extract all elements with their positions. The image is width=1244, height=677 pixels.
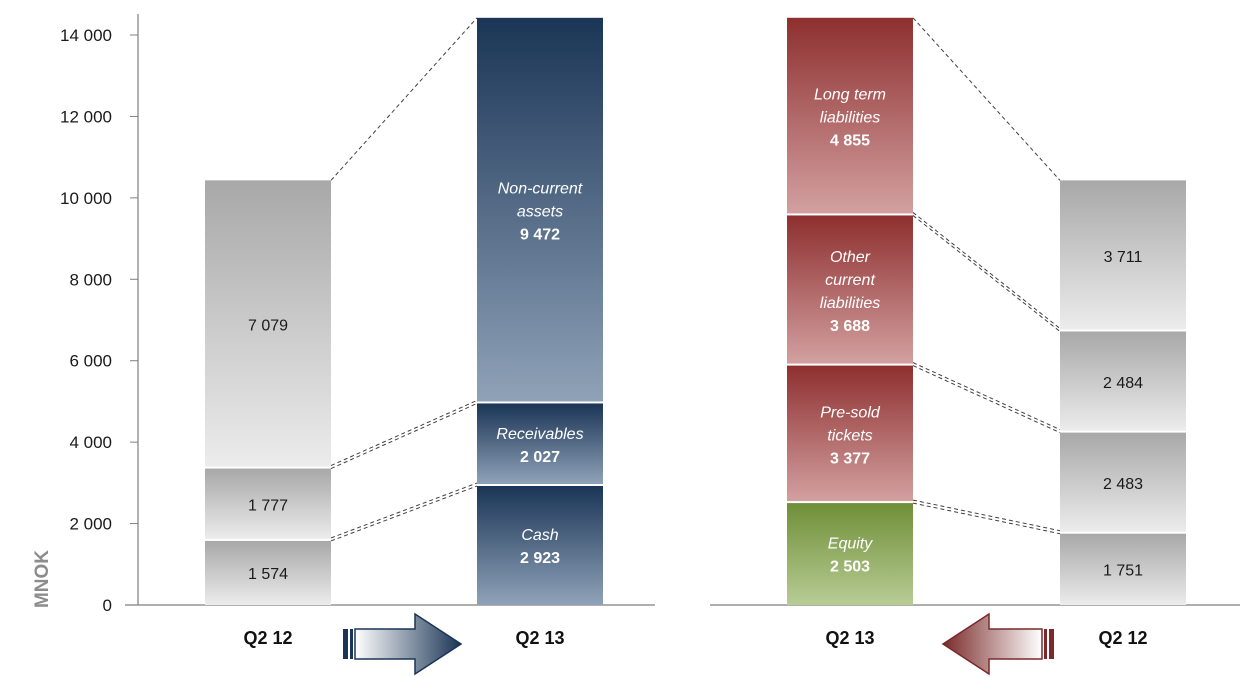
bar-segment: [477, 403, 603, 484]
segment-value-label: 3 711: [1104, 249, 1143, 266]
bar-segment: [787, 215, 913, 364]
y-tick-label: 0: [103, 596, 112, 615]
connector-line: [912, 502, 1061, 535]
category-label: Q2 13: [825, 628, 874, 648]
y-tick-label: 10 000: [60, 189, 112, 208]
arrow-tail-stripe: [343, 629, 348, 659]
connector-line: [330, 403, 478, 470]
category-label: Q2 12: [243, 628, 292, 648]
connector-line: [330, 400, 478, 467]
segment-value-label: 2 923: [520, 550, 560, 567]
segment-name-label: Receivables: [496, 426, 583, 443]
connector-line: [912, 499, 1061, 532]
segment-value-label: 9 472: [520, 227, 560, 244]
connector-line: [330, 482, 478, 539]
arrow-tail-stripe: [1049, 629, 1054, 659]
segment-value-label: 1 777: [248, 498, 288, 515]
arrow-tail-stripe: [350, 629, 353, 659]
segment-name-label: Other: [830, 249, 871, 266]
segment-value-label: 7 079: [248, 317, 288, 334]
arrow-tail-stripe: [1044, 629, 1047, 659]
segment-value-label: 3 377: [830, 450, 870, 467]
connector-line: [912, 215, 1061, 332]
segment-name-label: liabilities: [820, 295, 880, 312]
segment-name-label: tickets: [827, 427, 872, 444]
connector-line: [912, 17, 1061, 181]
bar-segment: [1060, 533, 1186, 605]
segment-name-label: Equity: [828, 536, 873, 553]
segment-name-label: Non-current: [498, 181, 583, 198]
bar-segment: [205, 180, 331, 467]
segment-name-label: Pre-sold: [820, 404, 881, 421]
connector-line: [330, 17, 478, 181]
arrows: [343, 612, 1054, 676]
y-tick-label: 4 000: [69, 433, 112, 452]
segment-value-label: 2 484: [1103, 375, 1143, 392]
category-label: Q2 13: [515, 628, 564, 648]
y-tick-label: 8 000: [69, 270, 112, 289]
y-tick-label: 6 000: [69, 352, 112, 371]
bar-segment: [787, 365, 913, 502]
bar-segment: [205, 540, 331, 605]
bar-segment: [1060, 432, 1186, 532]
right-arrow-icon: [354, 612, 463, 676]
segment-name-label: liabilities: [820, 110, 880, 127]
bar-segment: [1060, 180, 1186, 330]
category-labels: Q2 12 Q2 13 Q2 13 Q2 12: [243, 628, 1147, 648]
segment-name-label: Cash: [521, 527, 558, 544]
category-label: Q2 12: [1098, 628, 1147, 648]
connector-line: [330, 485, 478, 542]
segment-name-label: current: [825, 272, 875, 289]
segment-value-label: 4 855: [830, 133, 870, 150]
segment-name-label: Long term: [814, 87, 886, 104]
connector-line: [912, 365, 1061, 434]
y-tick-label: 14 000: [60, 26, 112, 45]
segment-value-label: 1 574: [248, 566, 288, 583]
connector-lines: [330, 17, 1061, 542]
segment-value-label: 2 027: [520, 449, 560, 466]
bar-segment: [787, 17, 913, 214]
segment-value-label: 2 503: [830, 559, 870, 576]
y-tick-label: 12 000: [60, 107, 112, 126]
bar-segment: [477, 485, 603, 605]
bars: 1 574 1 777 7 079 Cash 2 923 Receivables 2 027…: [205, 17, 1186, 605]
segment-value-label: 1 751: [1103, 562, 1143, 579]
connector-line: [912, 212, 1061, 329]
bar-segment: [205, 468, 331, 539]
segment-value-label: 3 688: [830, 318, 870, 335]
segment-value-label: 2 483: [1103, 476, 1143, 493]
bar-segment: [1060, 331, 1186, 431]
left-arrow-icon: [941, 612, 1043, 676]
y-tick-label: 2 000: [69, 515, 112, 534]
connector-line: [912, 362, 1061, 431]
y-axis-label: MNOK: [32, 550, 53, 608]
bar-segment: [477, 17, 603, 402]
y-ticks: 0 2 000 4 000 6 000 8 000 10 000 12 000 14 000: [60, 26, 138, 615]
bar-segment: [787, 503, 913, 605]
segment-name-label: assets: [517, 204, 563, 221]
